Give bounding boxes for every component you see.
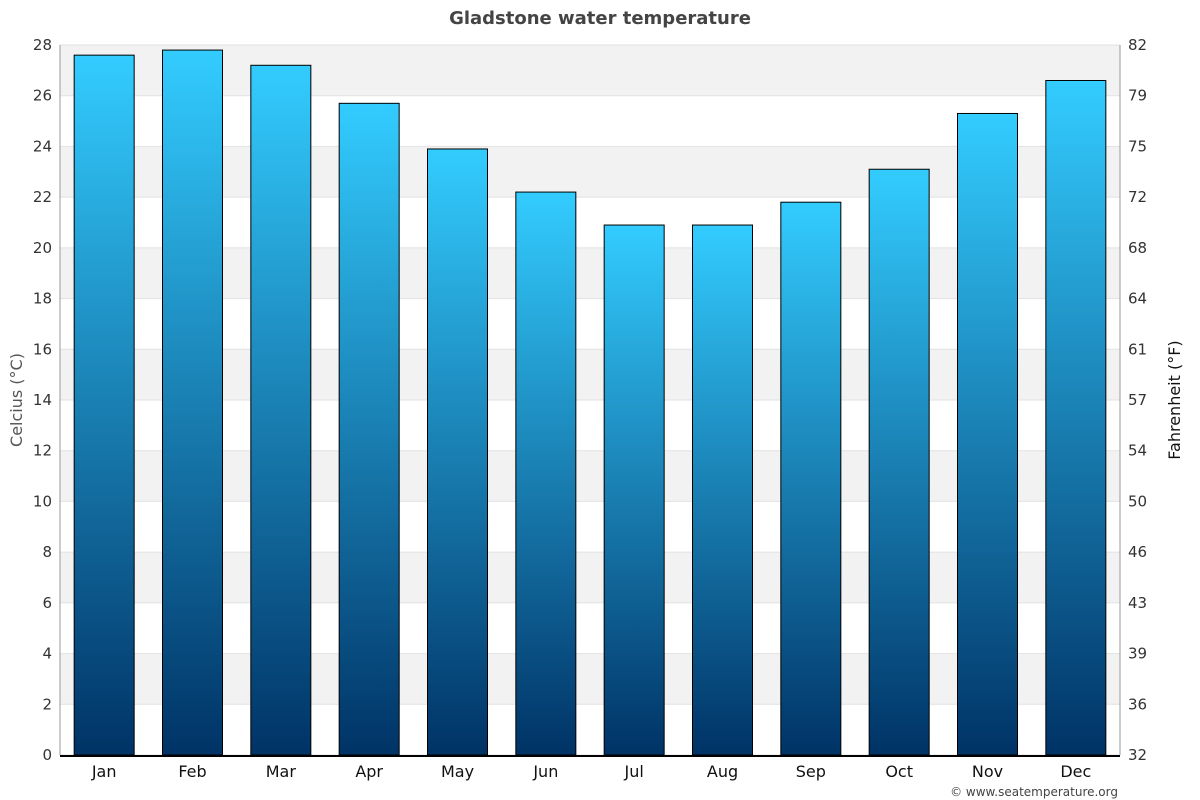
x-tick-label: Jun — [532, 762, 558, 781]
y2-tick-label: 36 — [1128, 695, 1147, 713]
x-tick-label: Mar — [266, 762, 297, 781]
grid-band — [60, 450, 1120, 502]
grid-band — [60, 45, 1120, 96]
y-tick-label: 8 — [42, 543, 52, 561]
y-tick-label: 6 — [42, 594, 52, 612]
y-tick-label: 18 — [33, 290, 52, 308]
bar-sep — [780, 201, 842, 756]
y2-tick-label: 79 — [1128, 87, 1147, 105]
y2-tick-label: 43 — [1128, 594, 1147, 612]
y2-tick-label: 32 — [1128, 746, 1147, 764]
x-tick-label: Nov — [972, 762, 1003, 781]
y2-tick-label: 57 — [1128, 391, 1147, 409]
y2-tick-label: 68 — [1128, 239, 1147, 257]
y2-axis-label: Fahrenheit (°F) — [1165, 340, 1184, 459]
y-tick-label: 10 — [33, 492, 52, 510]
bar-may — [427, 148, 488, 756]
bar-jul — [603, 224, 665, 756]
bar-apr — [338, 102, 400, 756]
y-tick-label: 4 — [42, 645, 52, 663]
bar-aug — [692, 224, 753, 756]
y-tick-label: 12 — [33, 442, 52, 460]
bar-jun — [515, 191, 577, 756]
y2-tick-label: 72 — [1128, 188, 1147, 206]
y-tick-label: 2 — [42, 695, 52, 713]
y2-tick-label: 46 — [1128, 543, 1147, 561]
x-tick-label: Sep — [796, 762, 826, 781]
y2-tick-label: 64 — [1128, 290, 1147, 308]
y-tick-label: 0 — [42, 746, 52, 764]
y-tick-label: 22 — [33, 188, 52, 206]
bar-dec — [1045, 80, 1107, 756]
grid-band — [60, 552, 1120, 603]
y-tick-label: 24 — [33, 137, 52, 155]
x-tick-label: Feb — [178, 762, 206, 781]
grid-band — [60, 349, 1120, 400]
x-tick-label: Jul — [624, 762, 644, 781]
y-tick-label: 14 — [33, 391, 52, 409]
bar-mar — [250, 64, 312, 756]
y2-tick-label: 50 — [1128, 492, 1147, 510]
grid-band — [60, 146, 1120, 198]
grid-band — [60, 653, 1120, 705]
bar-jan — [73, 54, 135, 756]
grid-band — [60, 247, 1120, 299]
y2-tick-label: 75 — [1128, 137, 1147, 155]
x-tick-label: Aug — [707, 762, 738, 781]
bar-oct — [868, 168, 930, 756]
y2-tick-label: 54 — [1128, 442, 1147, 460]
y-tick-label: 28 — [33, 36, 52, 54]
y-tick-label: 20 — [33, 239, 52, 257]
y-tick-label: 16 — [33, 340, 52, 358]
bar-nov — [957, 112, 1018, 756]
y2-tick-label: 39 — [1128, 645, 1147, 663]
bar-feb — [162, 49, 223, 756]
y-axis-label: Celcius (°C) — [7, 353, 26, 447]
x-tick-label: Dec — [1060, 762, 1091, 781]
x-tick-label: May — [441, 762, 474, 781]
x-tick-label: Apr — [355, 762, 383, 781]
x-tick-label: Jan — [91, 762, 117, 781]
y-tick-label: 26 — [33, 87, 52, 105]
credit: © www.seatemperature.org — [950, 785, 1118, 799]
chart-title: Gladstone water temperature — [449, 8, 751, 29]
y2-tick-label: 82 — [1128, 36, 1147, 54]
x-tick-label: Oct — [885, 762, 913, 781]
y2-tick-label: 61 — [1128, 340, 1147, 358]
